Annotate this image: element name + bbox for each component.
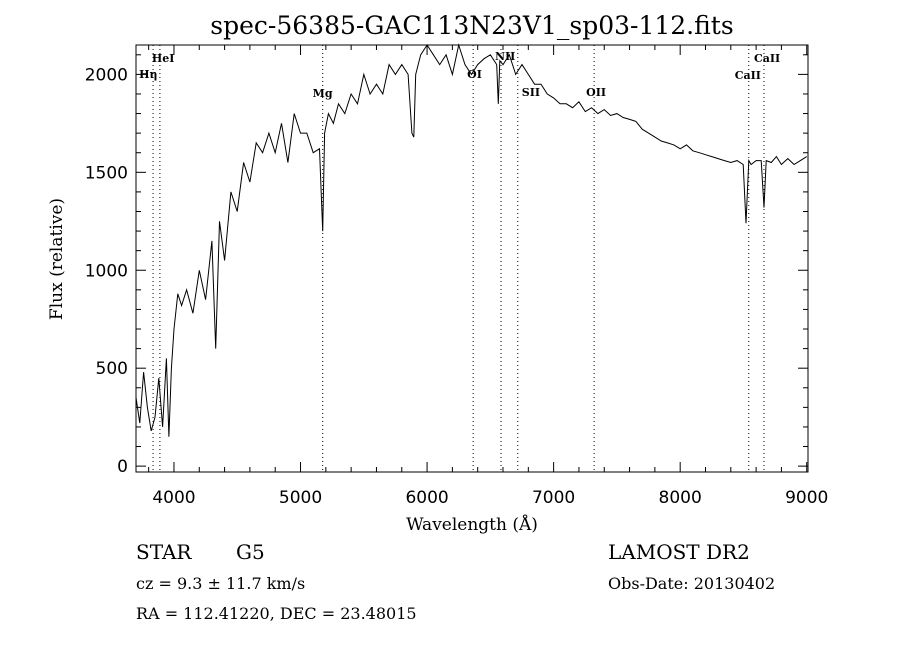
- x-tick-label: 5000: [279, 488, 322, 508]
- y-tick-label: 0: [117, 457, 128, 477]
- x-axis-label: Wavelength (Å): [406, 514, 538, 535]
- axes-layer: 4000 5000 6000 7000 8000 9000 0 500 1000 1500 2000: [85, 44, 828, 508]
- x-tick-label: 9000: [785, 488, 828, 508]
- plot-frame: [135, 44, 809, 473]
- y-tick-label: 1500: [85, 163, 128, 183]
- x-tick-label: 4000: [152, 488, 195, 508]
- line-label: SII: [522, 86, 540, 99]
- y-tick-label: 500: [96, 359, 128, 379]
- emission-lines-layer: HeI Hη Mg OI NII SII OII CaII CaII: [139, 45, 780, 472]
- chart-title: spec-56385-GAC113N23V1_sp03-112.fits: [210, 11, 733, 40]
- line-label: Mg: [313, 87, 333, 100]
- x-tick-label: 6000: [405, 488, 448, 508]
- line-label: NII: [495, 50, 515, 63]
- subclass-label: G5: [236, 540, 265, 564]
- y-tick-label: 2000: [85, 65, 128, 85]
- obs-date-label: Obs-Date: 20130402: [608, 574, 776, 593]
- series-layer: [135, 43, 807, 437]
- redshift-label: cz = 9.3 ± 11.7 km/s: [136, 574, 306, 593]
- y-axis-label: Flux (relative): [47, 198, 67, 320]
- coords-label: RA = 112.41220, DEC = 23.48015: [136, 604, 417, 623]
- line-label: OII: [586, 86, 606, 99]
- y-tick-label: 1000: [85, 261, 128, 281]
- object-type-label: STAR: [136, 540, 192, 564]
- line-label: CaII: [754, 52, 780, 65]
- spectrum-line: [135, 43, 807, 437]
- x-tick-label: 7000: [532, 488, 575, 508]
- line-label: CaII: [735, 69, 761, 82]
- line-label: Hη: [139, 68, 157, 81]
- line-label: OI: [467, 68, 482, 81]
- line-label: HeI: [152, 52, 175, 65]
- x-tick-label: 8000: [659, 488, 702, 508]
- survey-label: LAMOST DR2: [608, 540, 750, 564]
